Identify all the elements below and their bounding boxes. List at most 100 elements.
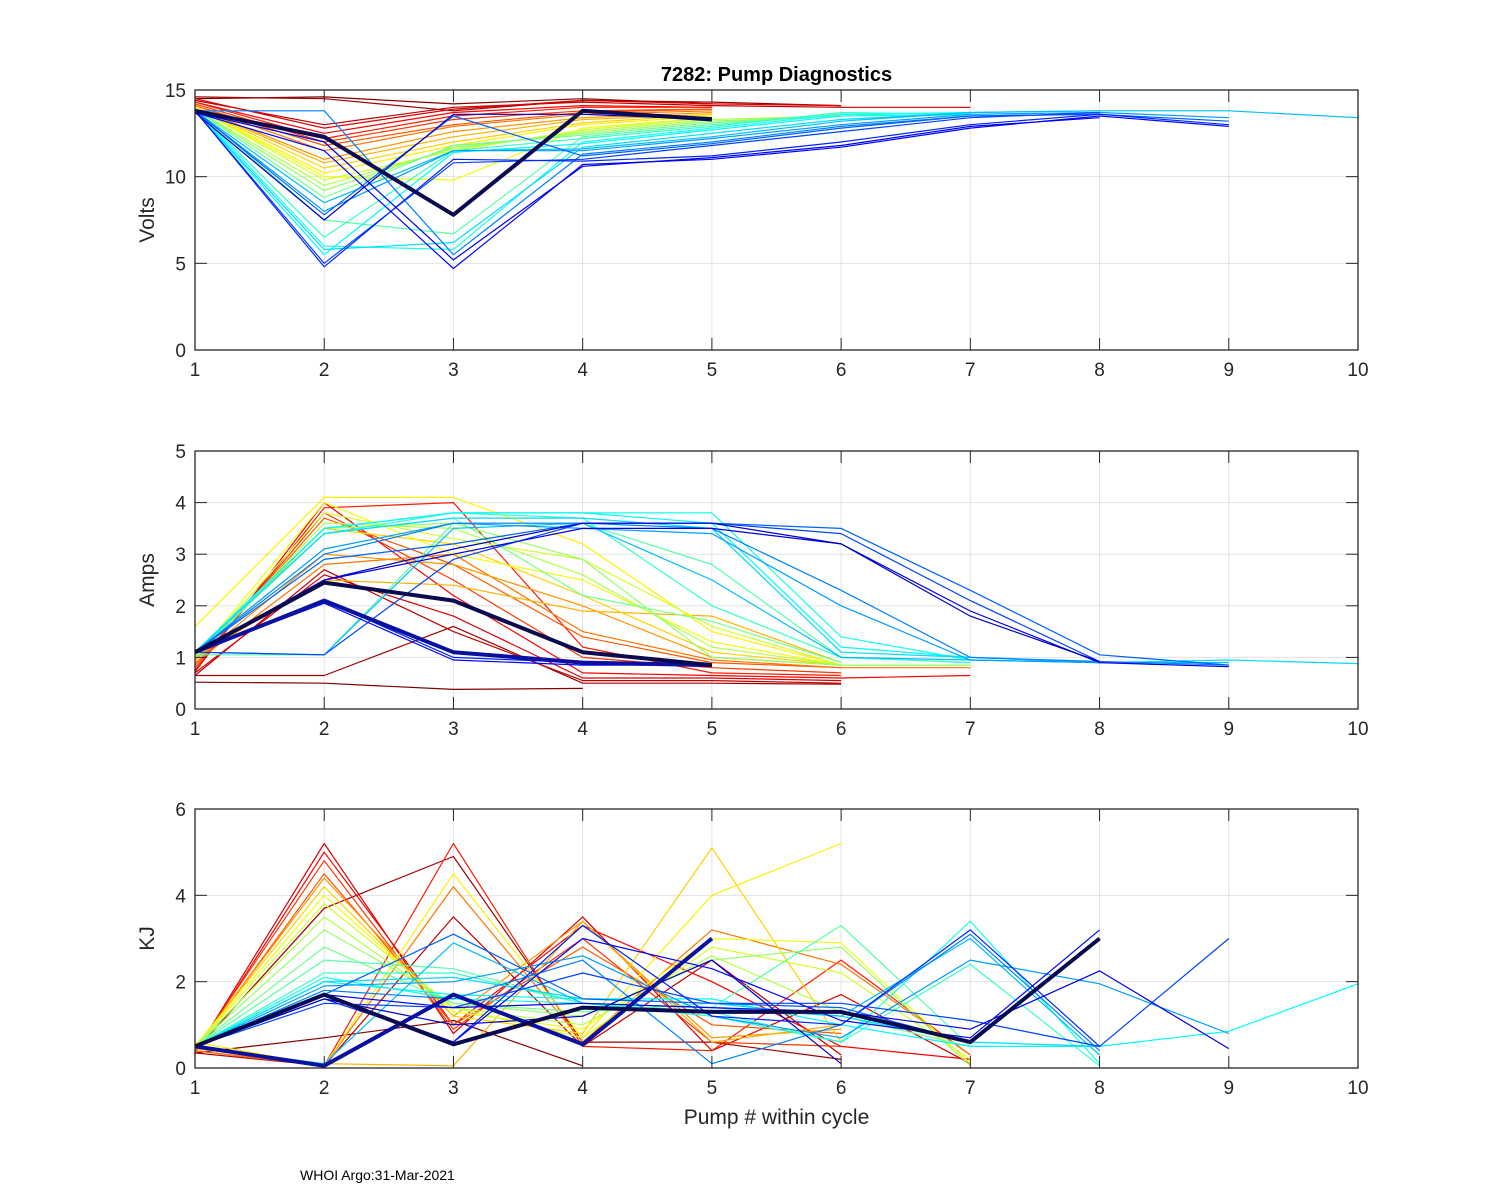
x-tick-label: 8 xyxy=(1094,1078,1105,1099)
x-tick-label: 10 xyxy=(1347,719,1368,740)
series-line-13 xyxy=(194,894,971,1065)
series-line-32 xyxy=(194,598,712,668)
subplot-volts: 1 2 3 4 5 6 7 8 9 10 0 5 10 15 Volts 7282: Pump Diagnos… xyxy=(136,64,1369,381)
x-tick-label: 3 xyxy=(448,719,459,740)
x-tick-label: 9 xyxy=(1223,360,1234,381)
x-tick-label: 2 xyxy=(319,719,330,740)
series-line-30 xyxy=(194,111,1100,261)
axes-background xyxy=(195,90,1358,350)
series-line-3 xyxy=(194,842,971,1065)
series-line-7 xyxy=(194,517,842,669)
x-tick-label: 6 xyxy=(836,1078,847,1099)
series-line-3 xyxy=(194,98,842,129)
series-line-27 xyxy=(194,110,1100,264)
x-axis-label: Pump # within cycle xyxy=(684,1106,870,1129)
x-tick-label: 1 xyxy=(190,1078,201,1099)
footer-label: WHOI Argo:31-Mar-2021 xyxy=(300,1167,455,1183)
y-tick-label: 4 xyxy=(175,494,186,515)
series-line-19 xyxy=(194,108,971,238)
series-line-33 xyxy=(194,580,713,668)
series-line-33 xyxy=(194,936,1101,1049)
series-line-5 xyxy=(194,502,842,677)
axes-frame xyxy=(194,450,1359,710)
x-tick-label: 1 xyxy=(190,719,201,740)
y-axis-label: Volts xyxy=(136,197,159,243)
series-line-1 xyxy=(194,855,842,1060)
series-line-33 xyxy=(194,108,713,217)
series-line-12 xyxy=(194,496,842,666)
series-line-25 xyxy=(194,933,1101,1065)
x-tick-label: 10 xyxy=(1347,1078,1368,1099)
series-line-21 xyxy=(194,512,1100,664)
y-tick-label: 1 xyxy=(175,648,186,669)
series-line-20 xyxy=(194,108,971,251)
y-tick-label: 3 xyxy=(175,545,186,566)
x-tick-label: 7 xyxy=(965,360,976,381)
x-tick-label: 7 xyxy=(965,1078,976,1099)
y-tick-label: 10 xyxy=(165,168,186,189)
series-line-13 xyxy=(194,502,842,666)
series-line-22 xyxy=(194,517,1359,665)
series-line-14 xyxy=(194,512,842,666)
y-tick-label: 0 xyxy=(175,1059,186,1080)
y-tick-label: 0 xyxy=(175,341,186,362)
x-tick-label: 8 xyxy=(1094,360,1105,381)
x-tick-label: 7 xyxy=(965,719,976,740)
series-line-13 xyxy=(194,106,712,181)
series-line-28 xyxy=(194,110,1229,268)
series-line-27 xyxy=(194,938,1230,1048)
series-line-30 xyxy=(194,970,1230,1050)
series-line-1 xyxy=(195,625,842,685)
axes-frame xyxy=(194,89,1359,351)
x-tick-label: 3 xyxy=(448,360,459,381)
series-line-15 xyxy=(194,522,842,666)
series-line-4 xyxy=(194,101,712,134)
x-tick-label: 5 xyxy=(707,360,718,381)
series-line-3 xyxy=(194,574,842,682)
x-tick-label: 9 xyxy=(1223,1078,1234,1099)
y-tick-label: 2 xyxy=(175,597,186,618)
y-tick-label: 5 xyxy=(175,254,186,275)
series-line-10 xyxy=(194,106,712,164)
subplot-kj: 1 2 3 4 5 6 7 8 9 10 0 2 4 6 KJ Pump # within cycle xyxy=(136,800,1369,1129)
x-tick-label: 10 xyxy=(1347,360,1368,381)
series-line-17 xyxy=(194,108,842,199)
y-tick-label: 15 xyxy=(165,81,186,102)
series-line-24 xyxy=(194,110,1229,212)
y-tick-label: 0 xyxy=(175,700,186,721)
series-line-19 xyxy=(194,963,1100,1067)
series-line-31 xyxy=(194,522,1100,663)
axes-frame xyxy=(194,808,1359,1069)
x-tick-label: 4 xyxy=(577,1078,588,1099)
series-line-2 xyxy=(194,99,971,126)
x-tick-label: 8 xyxy=(1094,719,1105,740)
x-tick-label: 2 xyxy=(319,1078,330,1099)
series-line-21 xyxy=(194,110,971,256)
chart-title: 7282: Pump Diagnostics xyxy=(661,64,892,86)
series-line-24 xyxy=(194,522,1100,664)
y-axis-label: KJ xyxy=(136,926,159,951)
series-line-11 xyxy=(194,106,712,169)
y-tick-label: 4 xyxy=(175,886,186,907)
x-tick-label: 5 xyxy=(707,719,718,740)
series-line-28 xyxy=(194,924,1101,1047)
x-tick-label: 9 xyxy=(1223,719,1234,740)
y-tick-label: 5 xyxy=(175,442,186,463)
series-line-0 xyxy=(194,681,583,691)
x-tick-label: 4 xyxy=(577,719,588,740)
series-line-8 xyxy=(194,553,971,669)
x-tick-label: 2 xyxy=(319,360,330,381)
x-tick-label: 1 xyxy=(190,360,201,381)
series-line-15 xyxy=(194,916,842,1047)
y-tick-label: 2 xyxy=(175,973,186,994)
x-tick-label: 4 xyxy=(577,360,588,381)
axes-background xyxy=(195,451,1358,709)
x-tick-label: 5 xyxy=(707,1078,718,1099)
series-line-30 xyxy=(194,527,1229,668)
x-tick-label: 6 xyxy=(836,719,847,740)
y-tick-label: 6 xyxy=(175,800,186,821)
series-line-14 xyxy=(194,903,971,1060)
x-tick-label: 3 xyxy=(448,1078,459,1099)
